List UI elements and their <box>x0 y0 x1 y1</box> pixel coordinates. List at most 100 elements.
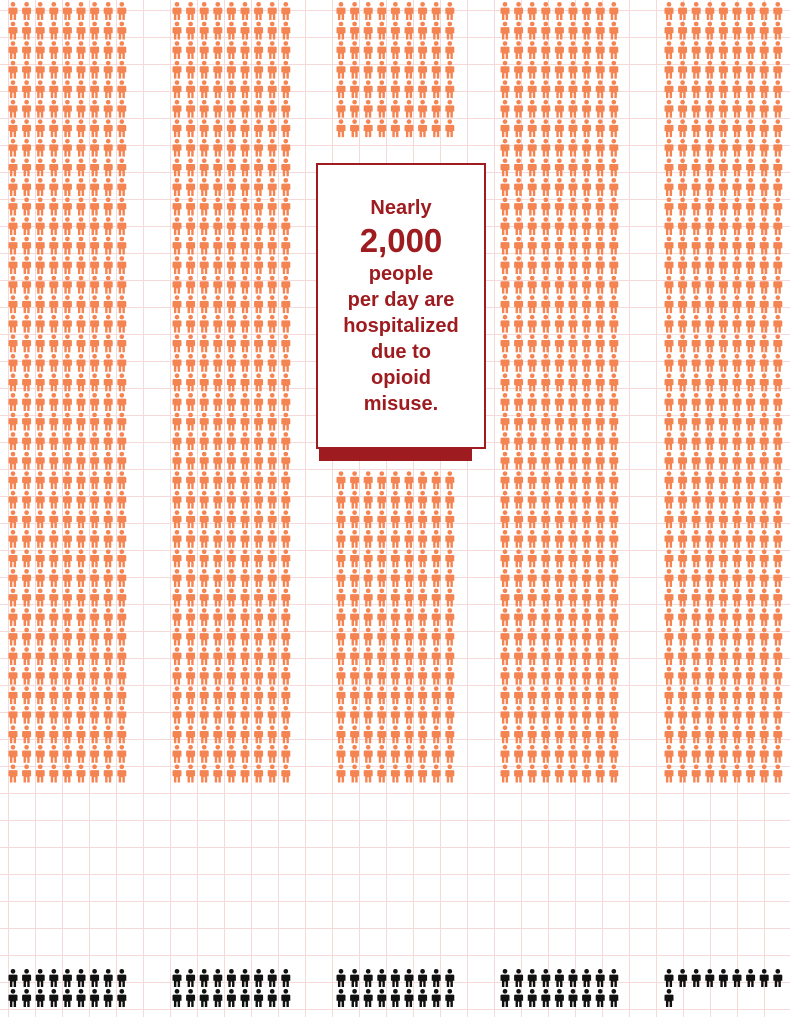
person-icon <box>705 969 715 987</box>
person-icon <box>718 99 728 118</box>
person-icon <box>718 529 728 548</box>
person-icon <box>35 666 45 685</box>
person-icon <box>705 725 715 744</box>
person-icon <box>664 666 674 685</box>
person-icon <box>554 969 564 987</box>
person-icon <box>527 314 537 333</box>
person-icon <box>35 314 45 333</box>
person-icon <box>76 647 86 666</box>
person-icon <box>363 705 373 724</box>
person-icon <box>76 21 86 40</box>
person-icon <box>186 666 196 685</box>
person-icon <box>527 60 537 79</box>
person-icon <box>404 510 414 529</box>
person-icon <box>705 705 715 724</box>
person-icon <box>350 969 360 987</box>
person-icon <box>90 969 100 987</box>
person-icon <box>541 666 551 685</box>
person-icon <box>664 451 674 470</box>
person-icon <box>281 41 291 60</box>
person-icon <box>664 705 674 724</box>
person-icon <box>172 21 182 40</box>
person-icon <box>363 666 373 685</box>
person-icon <box>117 549 127 568</box>
person-icon <box>554 178 564 196</box>
person-icon <box>363 529 373 548</box>
person-icon <box>541 588 551 607</box>
person-icon <box>609 80 619 99</box>
person-icon <box>404 627 414 646</box>
person-icon <box>8 158 18 177</box>
person-icon <box>732 295 742 314</box>
person-icon <box>172 451 182 470</box>
person-icon <box>514 158 524 177</box>
person-icon <box>431 2 441 20</box>
person-icon <box>691 744 701 763</box>
person-icon <box>240 686 250 705</box>
person-icon <box>267 158 277 177</box>
person-icon <box>431 60 441 79</box>
person-icon <box>678 119 688 138</box>
person-icon <box>49 236 59 255</box>
person-icon <box>90 138 100 157</box>
person-icon <box>90 158 100 177</box>
person-icon <box>336 627 346 646</box>
person-icon <box>431 725 441 744</box>
person-icon <box>199 217 209 236</box>
person-icon <box>445 569 455 587</box>
person-icon <box>718 197 728 216</box>
person-icon <box>609 41 619 60</box>
person-icon <box>582 119 592 138</box>
person-icon <box>281 138 291 157</box>
person-icon <box>595 178 605 196</box>
person-icon <box>773 432 783 451</box>
person-icon <box>773 158 783 177</box>
person-icon <box>336 588 346 607</box>
person-icon <box>732 314 742 333</box>
person-icon <box>514 686 524 705</box>
person-icon <box>554 80 564 99</box>
person-icon <box>514 41 524 60</box>
person-icon <box>281 549 291 568</box>
person-icon <box>22 393 32 411</box>
person-icon <box>514 608 524 627</box>
person-icon <box>773 725 783 744</box>
person-icon <box>582 647 592 666</box>
person-icon <box>90 256 100 275</box>
person-icon <box>377 608 387 627</box>
person-icon <box>35 393 45 411</box>
person-icon <box>609 314 619 333</box>
person-icon <box>117 373 127 392</box>
person-icon <box>514 353 524 372</box>
person-icon <box>363 549 373 568</box>
person-icon <box>281 99 291 118</box>
person-icon <box>718 510 728 529</box>
person-icon <box>22 451 32 470</box>
person-icon <box>390 989 400 1007</box>
person-icon <box>172 666 182 685</box>
person-icon <box>609 393 619 411</box>
person-icon <box>267 969 277 987</box>
person-icon <box>350 569 360 587</box>
person-icon <box>500 705 510 724</box>
person-icon <box>281 119 291 138</box>
person-icon <box>514 412 524 431</box>
person-icon <box>213 549 223 568</box>
person-icon <box>691 80 701 99</box>
person-icon <box>691 451 701 470</box>
person-icon <box>664 686 674 705</box>
person-icon <box>90 588 100 607</box>
person-icon <box>35 608 45 627</box>
person-icon <box>595 373 605 392</box>
person-icon <box>267 569 277 587</box>
person-icon <box>759 217 769 236</box>
person-icon <box>199 197 209 216</box>
person-icon <box>705 549 715 568</box>
person-icon <box>90 412 100 431</box>
person-icon <box>35 334 45 353</box>
person-icon <box>527 158 537 177</box>
person-icon <box>678 60 688 79</box>
person-icon <box>90 432 100 451</box>
person-icon <box>595 686 605 705</box>
person-icon <box>759 569 769 587</box>
